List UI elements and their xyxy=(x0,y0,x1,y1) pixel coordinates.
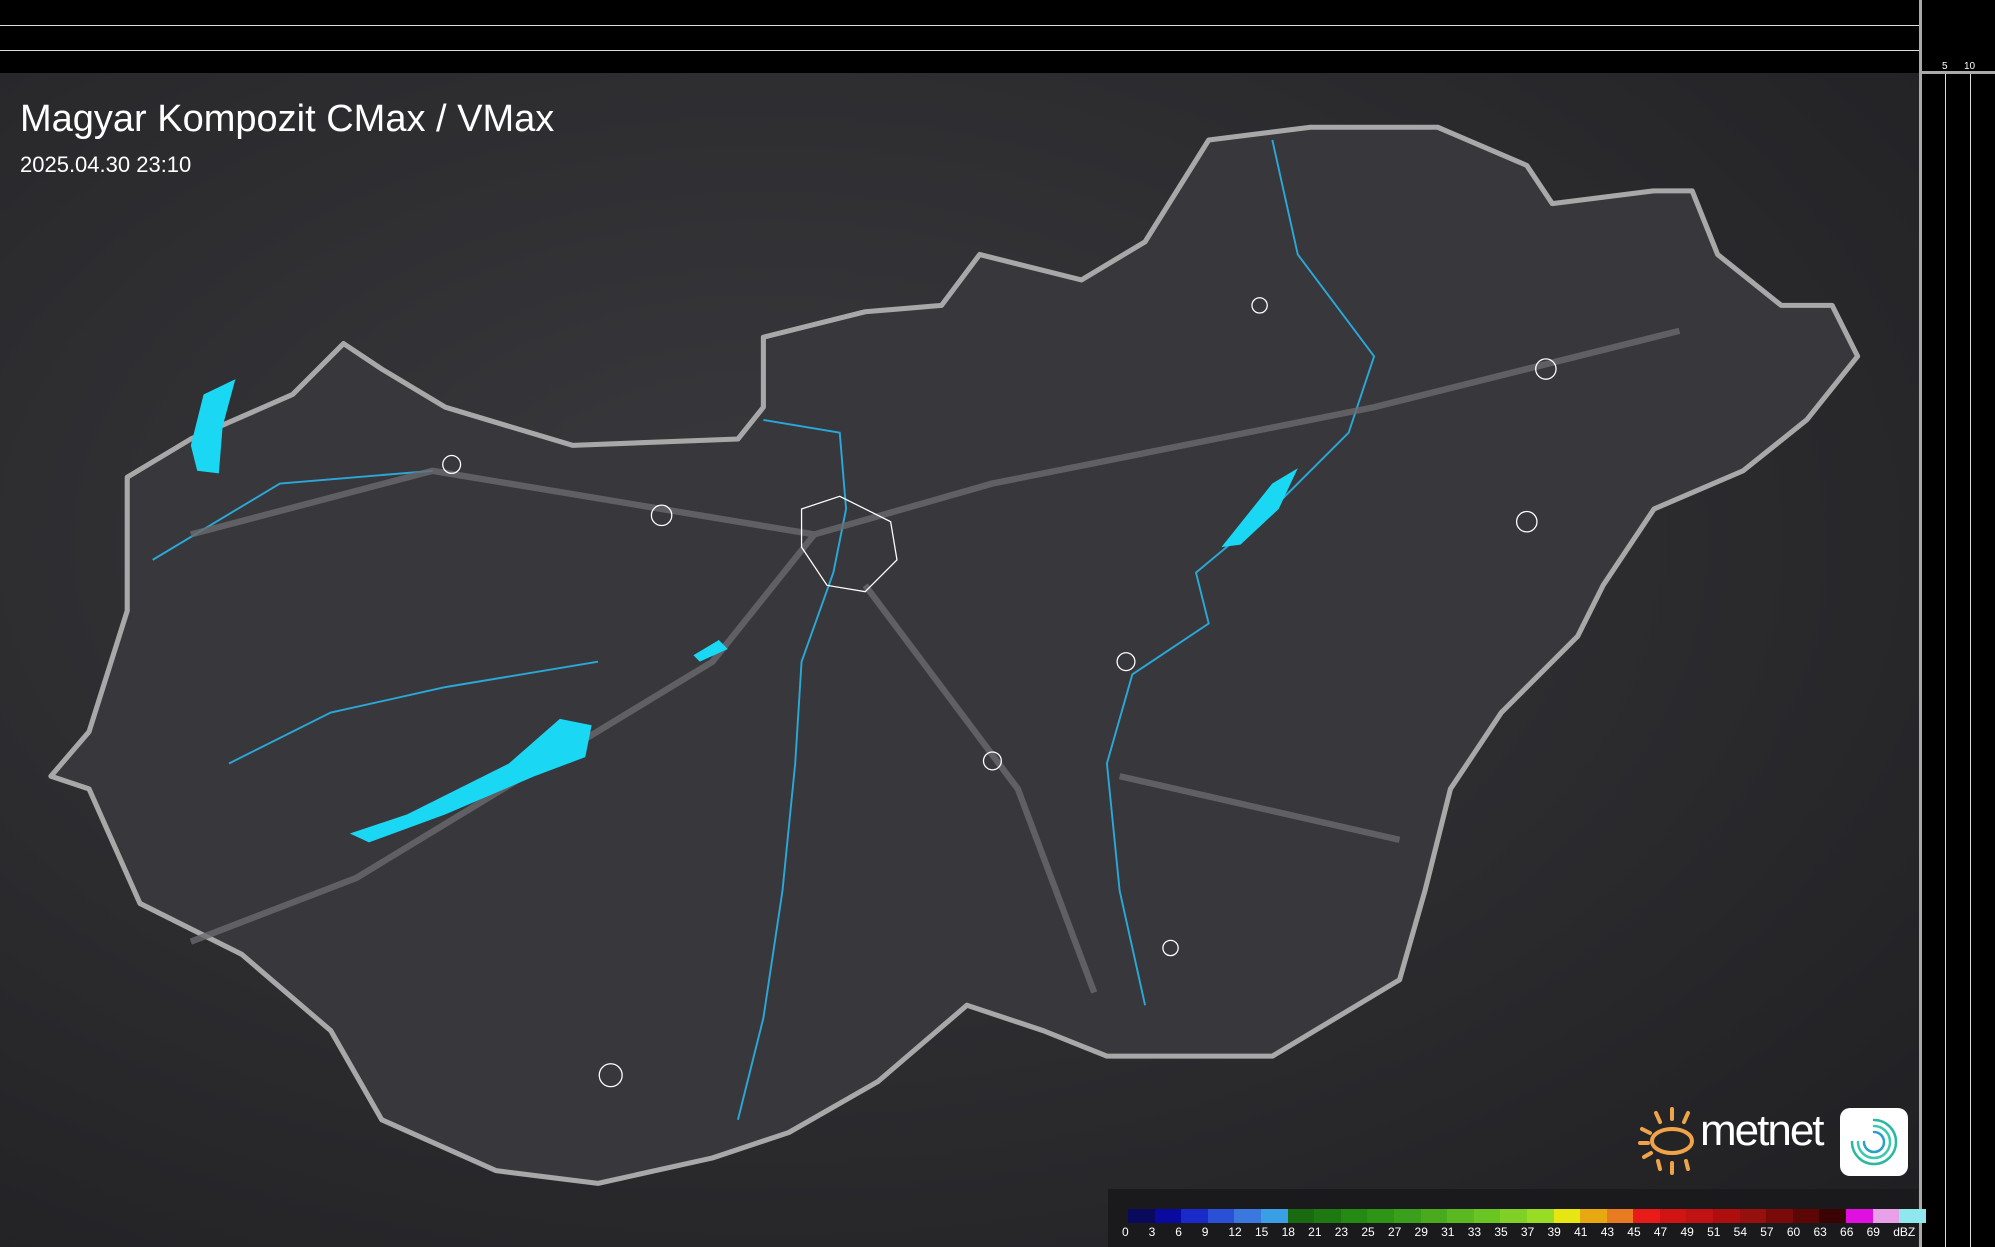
legend-swatch xyxy=(1659,1209,1687,1223)
legend-swatch xyxy=(1340,1209,1368,1223)
lakes xyxy=(190,379,1298,843)
legend-swatch xyxy=(1420,1209,1448,1223)
legend-label: 49 xyxy=(1680,1225,1694,1239)
scale-line-10v xyxy=(1970,73,1971,1247)
legend-label: 6 xyxy=(1175,1225,1182,1239)
legend-label: 47 xyxy=(1653,1225,1668,1239)
legend-swatch xyxy=(1181,1209,1208,1223)
scale-tick: 5 xyxy=(1942,61,1948,72)
legend-label: 3 xyxy=(1148,1225,1156,1239)
legend-swatch xyxy=(1633,1209,1660,1223)
legend-label: 43 xyxy=(1600,1225,1615,1239)
legend-label: 33 xyxy=(1467,1225,1482,1239)
legend-label: 41 xyxy=(1574,1225,1588,1239)
legend-label: 21 xyxy=(1308,1225,1322,1239)
legend-label: 9 xyxy=(1201,1225,1209,1239)
legend-label: 60 xyxy=(1786,1225,1801,1239)
scale-divider xyxy=(1919,71,1995,74)
legend-swatch xyxy=(1473,1209,1501,1223)
legend-label: 29 xyxy=(1414,1225,1428,1239)
legend-swatch xyxy=(1792,1209,1820,1223)
legend-swatch xyxy=(1526,1209,1554,1223)
legend-label: 57 xyxy=(1760,1225,1774,1239)
legend-swatch xyxy=(1580,1209,1607,1223)
legend-label: 37 xyxy=(1520,1225,1535,1239)
legend-label: 69 xyxy=(1866,1225,1880,1239)
legend-label: 12 xyxy=(1228,1225,1242,1239)
city-budapest xyxy=(800,495,898,593)
legend-label: 25 xyxy=(1361,1225,1375,1239)
spiral-logo-icon xyxy=(1850,1118,1898,1166)
legend-label: 63 xyxy=(1813,1225,1827,1239)
lake-velence xyxy=(693,640,728,662)
map-timestamp: 2025.04.30 23:10 xyxy=(20,152,192,177)
legend-label: 23 xyxy=(1334,1225,1349,1239)
legend-label: 18 xyxy=(1281,1225,1295,1239)
legend-swatch xyxy=(1713,1209,1740,1223)
legend-swatch xyxy=(1367,1209,1394,1223)
legend-swatch xyxy=(1393,1209,1421,1223)
legend-label: 51 xyxy=(1707,1225,1721,1239)
legend-swatch xyxy=(1500,1209,1527,1223)
legend-label: 39 xyxy=(1547,1225,1561,1239)
legend-swatch xyxy=(1207,1209,1235,1223)
map-title: Magyar Kompozit CMax / VMax xyxy=(20,98,555,140)
cities xyxy=(442,297,1557,1088)
legend-swatch xyxy=(1766,1209,1793,1223)
right-scale-strip xyxy=(1922,0,1995,1247)
legend-swatch xyxy=(1234,1209,1261,1223)
legend-label: 31 xyxy=(1441,1225,1455,1239)
legend-swatch xyxy=(1819,1209,1847,1223)
scale-line-10 xyxy=(0,25,1920,26)
metnet-sun-logo-icon xyxy=(1638,1107,1694,1175)
scale-line-5v xyxy=(1945,73,1946,1247)
legend-swatch xyxy=(1314,1209,1341,1223)
lake-balaton xyxy=(349,718,592,843)
legend-label: 66 xyxy=(1840,1225,1854,1239)
top-band xyxy=(0,0,1995,73)
legend-color-bar xyxy=(1128,1209,1926,1223)
legend-unit: dBZ xyxy=(1893,1225,1916,1239)
legend-swatch xyxy=(1260,1209,1288,1223)
legend-swatch xyxy=(1553,1209,1581,1223)
legend-labels: 0 3 6 9 12 15 18 21 23 25 27 29 31 33 35 37 39 41 43 45 47 49… xyxy=(1122,1225,1920,1239)
scale-divider xyxy=(1919,0,1922,1247)
lake-tisza xyxy=(1221,468,1298,548)
legend-swatch xyxy=(1872,1209,1900,1223)
legend-label: 54 xyxy=(1733,1225,1748,1239)
country-border xyxy=(48,124,1861,1186)
dbz-legend: 0 3 6 9 12 15 18 21 23 25 27 29 31 33 35 37 39 41 43 45 47 49… xyxy=(1108,1189,1926,1247)
legend-label: 0 xyxy=(1122,1225,1129,1239)
legend-swatch xyxy=(1899,1209,1926,1223)
legend-label: 45 xyxy=(1627,1225,1641,1239)
legend-swatch xyxy=(1154,1209,1182,1223)
legend-swatch xyxy=(1739,1209,1767,1223)
legend-label: 27 xyxy=(1387,1225,1402,1239)
metnet-logo-text: metnet xyxy=(1700,1106,1825,1155)
legend-swatch xyxy=(1128,1209,1155,1223)
legend-label: 15 xyxy=(1254,1225,1269,1239)
scale-tick: 10 xyxy=(1964,61,1976,72)
legend-swatch xyxy=(1606,1209,1634,1223)
legend-swatch xyxy=(1686,1209,1714,1223)
legend-swatch xyxy=(1287,1209,1315,1223)
lake-neusiedl xyxy=(190,379,236,474)
legend-swatch xyxy=(1846,1209,1873,1223)
legend-label: 35 xyxy=(1494,1225,1508,1239)
scale-line-5 xyxy=(0,50,1920,51)
app-logo xyxy=(1840,1108,1908,1176)
legend-swatch xyxy=(1447,1209,1474,1223)
